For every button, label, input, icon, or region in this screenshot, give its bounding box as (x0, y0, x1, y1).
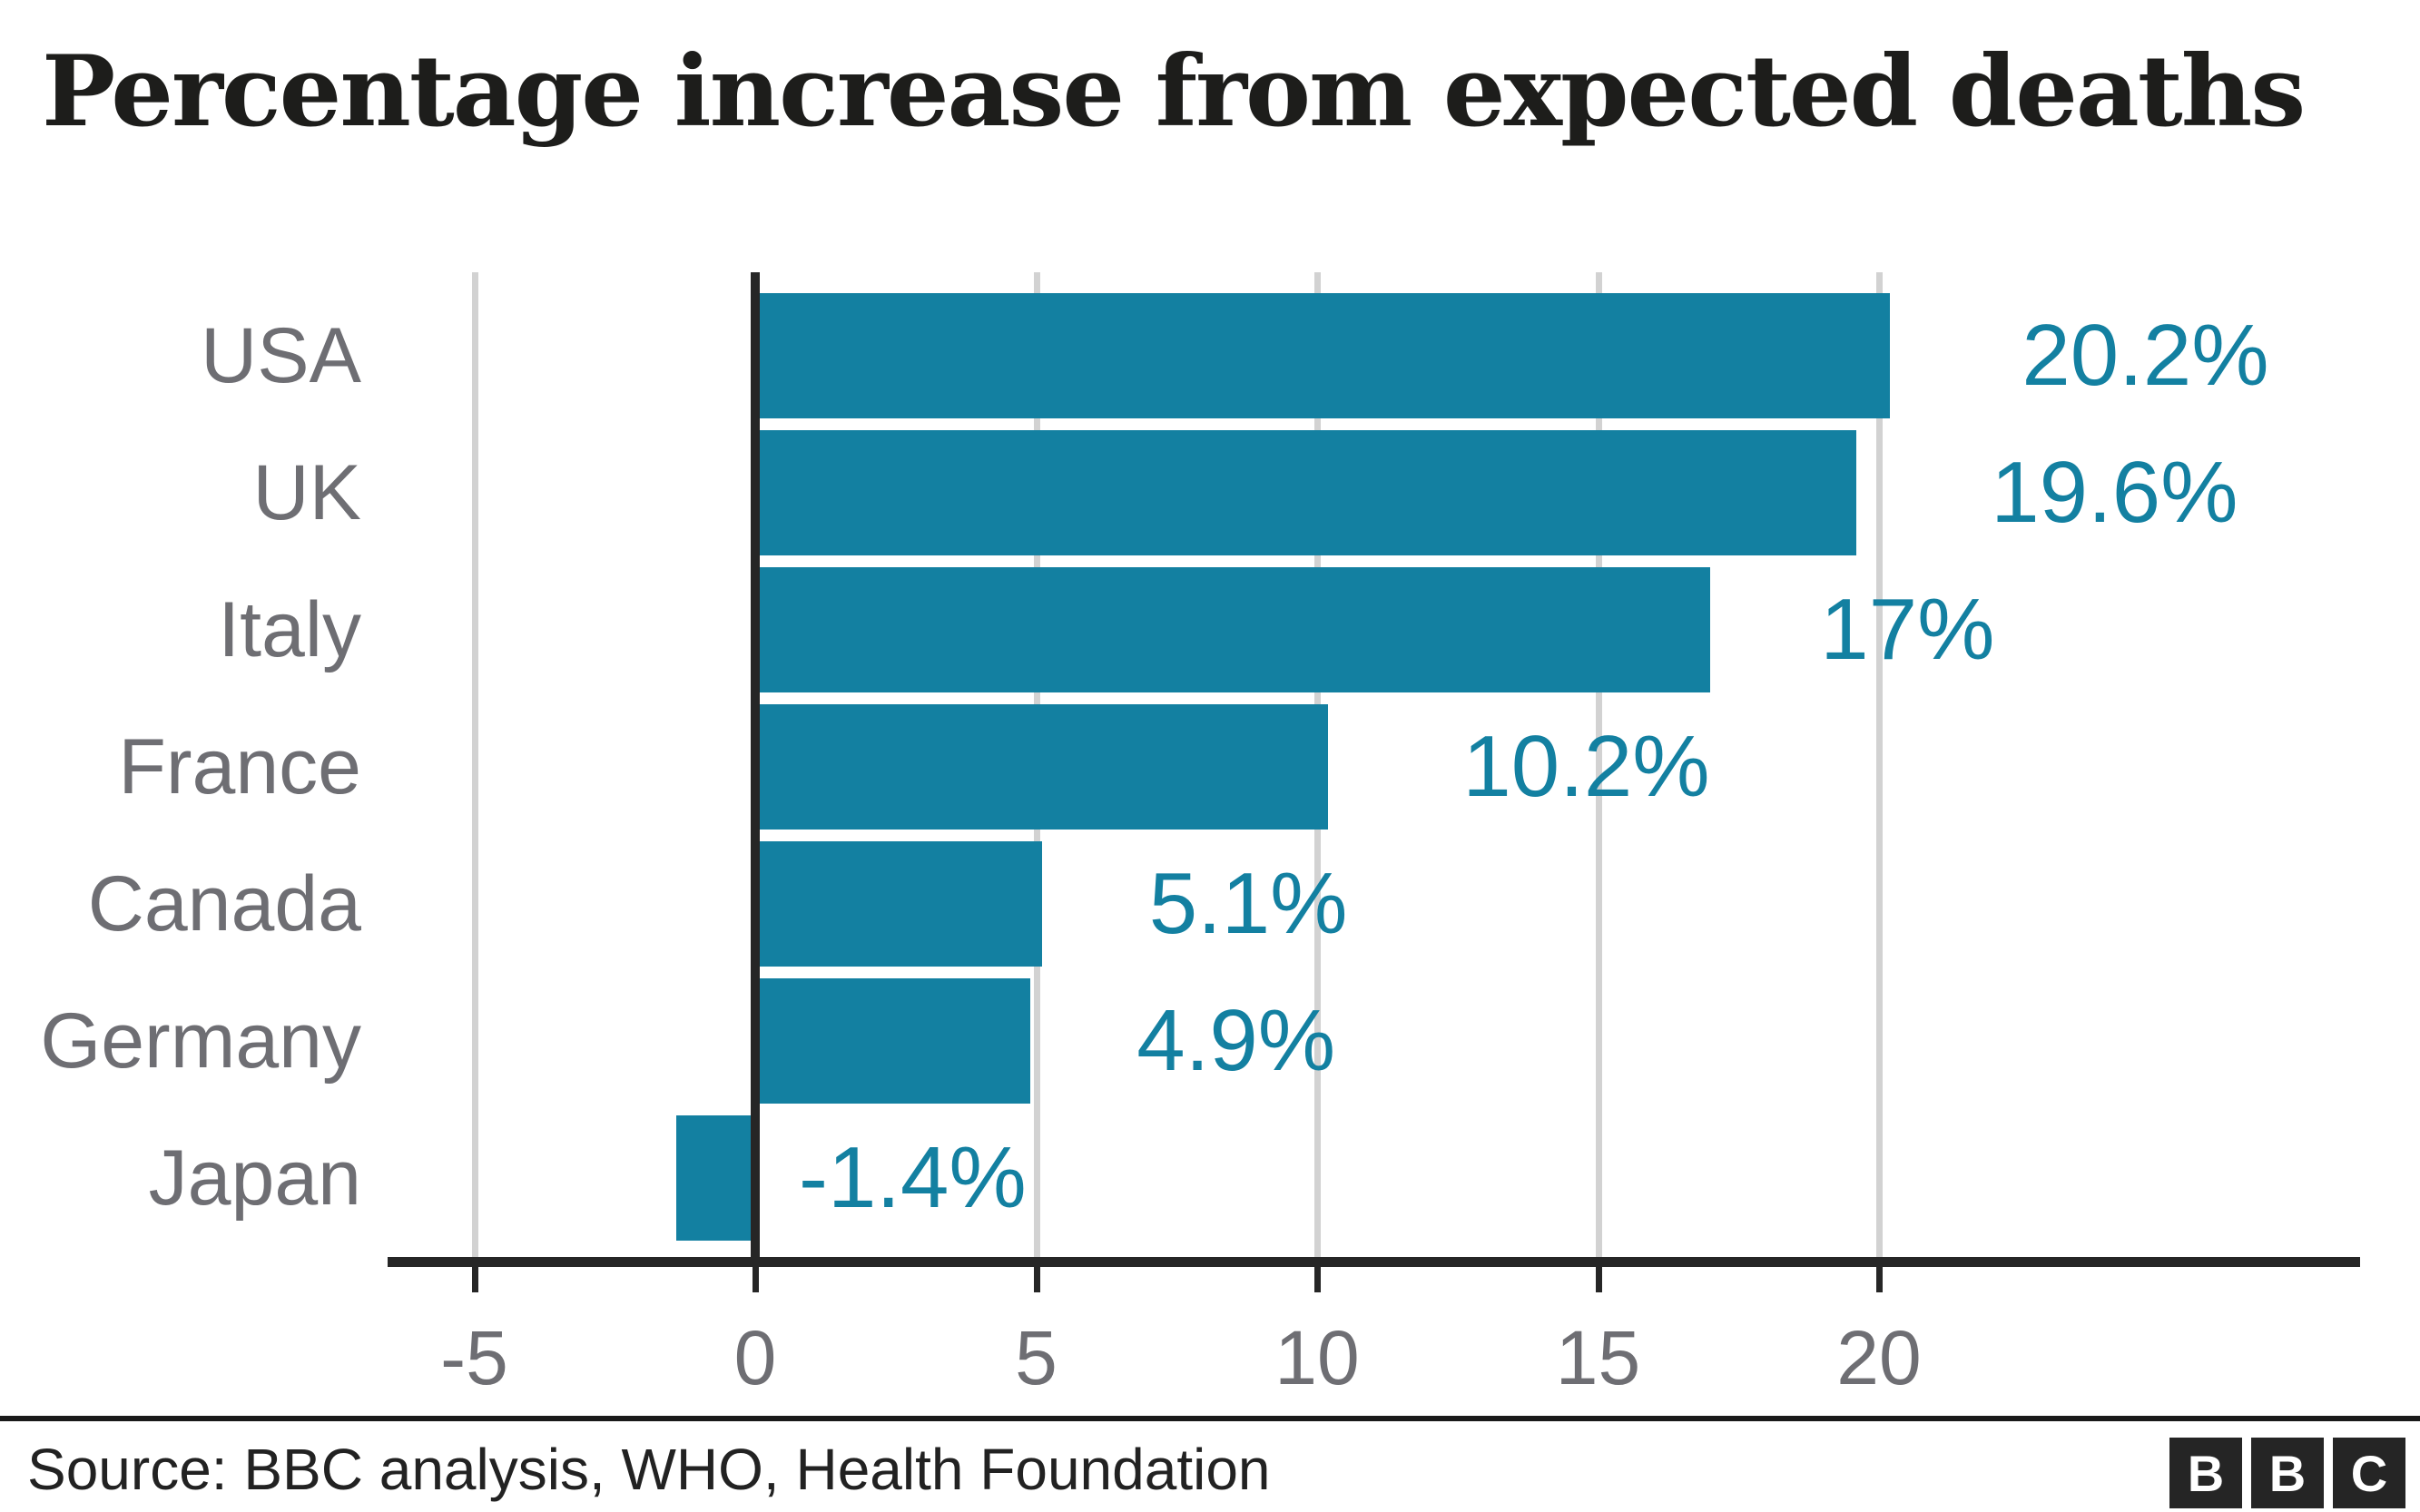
gridline--5 (471, 272, 478, 1257)
chart-title: Percentage increase from expected deaths (42, 34, 2306, 149)
bar-uk (755, 430, 1857, 555)
value-label-france: 10.2% (1462, 718, 1710, 815)
bar-japan (676, 1115, 755, 1241)
tick-label-0: 0 (733, 1315, 777, 1400)
category-label-usa: USA (201, 312, 361, 399)
category-label-uk: UK (252, 449, 361, 536)
tick-mark-20 (1876, 1267, 1883, 1292)
gridline-20 (1876, 272, 1883, 1257)
tick-label-5: 5 (1015, 1315, 1058, 1400)
value-label-germany: 4.9% (1136, 992, 1336, 1089)
bbc-logo-block-3: C (2333, 1438, 2405, 1508)
gridline-15 (1595, 272, 1602, 1257)
tick-label-15: 15 (1555, 1315, 1641, 1400)
category-label-germany: Germany (40, 997, 361, 1085)
tick-mark-0 (753, 1267, 759, 1292)
bbc-logo-block-1: B (2169, 1438, 2242, 1508)
tick-mark--5 (471, 1267, 478, 1292)
value-label-japan: -1.4% (799, 1129, 1027, 1226)
bbc-logo-block-2: B (2251, 1438, 2324, 1508)
tick-label-20: 20 (1836, 1315, 1922, 1400)
bar-usa (755, 293, 1891, 418)
value-label-uk: 19.6% (1991, 444, 2238, 541)
bar-italy (755, 567, 1711, 692)
tick-label-10: 10 (1274, 1315, 1360, 1400)
bar-canada (755, 841, 1042, 967)
tick-mark-10 (1314, 1267, 1321, 1292)
bar-germany (755, 978, 1031, 1104)
category-label-italy: Italy (218, 586, 361, 673)
category-label-france: France (118, 723, 361, 810)
category-label-canada: Canada (87, 860, 361, 947)
value-label-canada: 5.1% (1148, 855, 1348, 952)
bar-france (755, 704, 1329, 830)
zero-axis-line (751, 272, 760, 1257)
tick-mark-15 (1595, 1267, 1602, 1292)
tick-label--5: -5 (440, 1315, 508, 1400)
category-label-japan: Japan (148, 1134, 361, 1222)
source-caption: Source: BBC analysis, WHO, Health Founda… (27, 1437, 1271, 1502)
x-axis-baseline (388, 1257, 2360, 1267)
footer-divider (0, 1416, 2420, 1421)
value-label-italy: 17% (1820, 581, 1995, 678)
value-label-usa: 20.2% (2022, 307, 2269, 404)
tick-mark-5 (1033, 1267, 1040, 1292)
